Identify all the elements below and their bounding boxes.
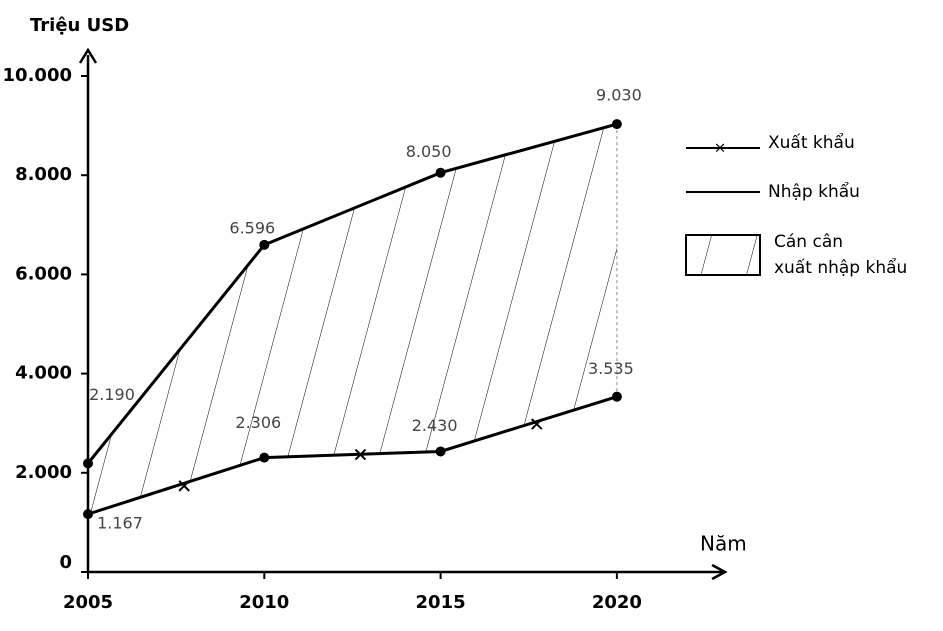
- series-line: [87, 395, 618, 516]
- y-tick-label: 6.000: [15, 263, 72, 284]
- legend-hatch: [685, 234, 761, 276]
- legend-label: Nhập khẩu: [768, 181, 860, 202]
- legend-marker: ×: [714, 139, 727, 157]
- y-tick-label: 0: [59, 552, 72, 573]
- series-x-marker: [354, 448, 367, 461]
- data-point: [611, 391, 622, 402]
- data-label: 8.050: [406, 142, 452, 161]
- y-tick-label: 4.000: [15, 363, 72, 384]
- data-label: 3.535: [588, 359, 634, 378]
- legend-label: Xuất khẩu: [768, 132, 855, 153]
- series-x-marker: [531, 418, 543, 430]
- data-point: [611, 119, 622, 130]
- data-point: [435, 446, 446, 457]
- data-point: [259, 452, 270, 463]
- data-label: 2.430: [412, 416, 458, 435]
- legend: × Xuất khẩu Nhập khẩu Cán cân xuất nhập …: [685, 132, 907, 278]
- y-tick-label: 2.000: [15, 462, 72, 483]
- y-tick-label: 10.000: [3, 65, 72, 86]
- balance-area: [88, 124, 617, 515]
- x-tick-label: 2010: [239, 592, 289, 613]
- y-axis-label: Triệu USD: [30, 15, 129, 36]
- legend-label: Cán cân: [774, 232, 843, 252]
- data-label: 6.596: [229, 218, 275, 237]
- y-axis-arrow: [78, 47, 98, 64]
- x-tick-label: 2020: [592, 592, 642, 613]
- data-label: 1.167: [97, 514, 143, 533]
- y-tick-label: 8.000: [15, 164, 72, 185]
- data-label: 2.306: [235, 413, 281, 432]
- data-label: 2.190: [89, 385, 135, 404]
- series-x-marker: [178, 480, 190, 492]
- data-label: 9.030: [596, 86, 642, 105]
- data-point: [259, 239, 270, 250]
- x-axis-arrow: [711, 563, 728, 581]
- x-tick-label: 2015: [416, 592, 466, 613]
- data-point: [83, 509, 93, 520]
- x-axis-label: Năm: [700, 532, 747, 556]
- series-line: [86, 122, 618, 465]
- data-point: [435, 167, 446, 178]
- x-tick-label: 2005: [63, 592, 113, 613]
- legend-label: xuất nhập khẩu: [774, 257, 907, 278]
- data-point: [83, 458, 93, 469]
